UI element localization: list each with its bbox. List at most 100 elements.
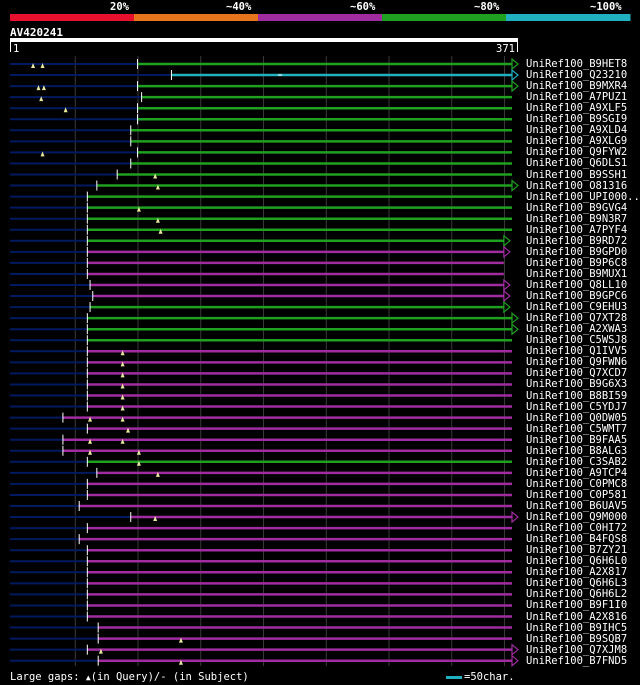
hit-label[interactable]: UniRef100_Q9M000 [526,511,628,524]
query-gap-marker [120,394,125,400]
hit-label[interactable]: UniRef100_C3SAB2 [526,455,628,468]
hit-label[interactable]: UniRef100_A2XWA3 [526,323,628,336]
hit-label[interactable]: UniRef100_B9MUX1 [526,267,628,280]
legend-scale: =50char. [446,671,515,683]
hit-label[interactable]: UniRef100_C0P581 [526,488,628,501]
hit-label[interactable]: UniRef100_B9P6C8 [526,256,628,269]
hit-arrow [511,179,519,192]
hit-label[interactable]: UniRef100_B8ALG3 [526,444,628,457]
hit-label[interactable]: UniRef100_A9XLD4 [526,124,628,137]
hit-label[interactable]: UniRef100_Q0DW05 [526,411,628,424]
query-ruler [10,38,518,42]
hit-label[interactable]: UniRef100_B9GPD0 [526,245,628,258]
hit-label[interactable]: UniRef100_B7ZY21 [526,544,628,557]
query-gap-marker [40,151,45,157]
hit-label[interactable]: UniRef100_B9F1I0 [526,599,628,612]
query-gap-marker [120,361,125,367]
legend-scale-swatch [446,675,462,679]
hit-label[interactable]: UniRef100_UPI000.. [526,190,640,203]
hit-label[interactable]: UniRef100_B9FAA5 [526,433,628,446]
hit-label[interactable]: UniRef100_Q6H6L2 [526,588,628,601]
hit-label[interactable]: UniRef100_B9SQB7 [526,632,628,645]
query-gap-marker [178,659,183,665]
query-gap-marker [155,217,160,223]
hit-label[interactable]: UniRef100_O81316 [526,179,628,192]
hit-label[interactable]: UniRef100_Q7XJM8 [526,643,628,656]
hit-label[interactable]: UniRef100_B9IHC5 [526,621,628,634]
hit-label[interactable]: UniRef100_Q9FYW2 [526,146,628,159]
hit-label[interactable]: UniRef100_A9TCP4 [526,466,628,479]
hit-label[interactable]: UniRef100_Q1IVV5 [526,345,628,358]
identity-scale-label: 20% [110,1,129,13]
legend-scale-text: =50char. [464,671,515,683]
query-gap-marker [41,85,46,91]
legend-prefix: Large gaps: [10,671,86,683]
hit-label[interactable]: UniRef100_A7PUZ1 [526,91,628,104]
identity-scale-segment [258,14,383,21]
query-gap-marker [158,228,163,234]
query-gap-marker [126,427,131,433]
hit-label[interactable]: UniRef100_B9N3R7 [526,212,628,225]
hit-label[interactable]: UniRef100_B6UAV5 [526,500,628,512]
identity-scale-label: ~60% [350,1,376,13]
hit-arrow [503,245,511,259]
hit-label[interactable]: UniRef100_C9EHU3 [526,301,628,314]
hit-label[interactable]: UniRef100_A9XLF5 [526,102,628,115]
hit-label[interactable]: UniRef100_Q23210 [526,69,628,82]
query-end: 371 [496,43,515,55]
hit-label[interactable]: UniRef100_Q7XCD7 [526,367,628,380]
hit-arrow [503,278,511,292]
hit-label[interactable]: UniRef100_A7PYF4 [526,223,628,236]
hit-label[interactable]: UniRef100_B9RD72 [526,234,628,247]
hit-label[interactable]: UniRef100_Q6H6L0 [526,555,628,568]
hit-label[interactable]: UniRef100_C0HI72 [526,522,628,535]
query-name: AV420241 [10,26,63,39]
query-gap-marker [40,63,45,68]
identity-scale-label: ~100% [590,1,622,13]
hit-label[interactable]: UniRef100_A9XLG9 [526,135,628,148]
identity-scale-segment [134,14,259,21]
query-gap-marker [155,184,160,190]
hit-label[interactable]: UniRef100_C0PMC8 [526,477,628,490]
hit-label[interactable]: UniRef100_B4FQS8 [526,533,628,546]
hit-arrow [511,79,519,93]
query-gap-marker [136,460,141,466]
hit-label[interactable]: UniRef100_B9SSH1 [526,168,628,181]
hit-label[interactable]: UniRef100_Q6H6L3 [526,577,628,590]
hit-label[interactable]: UniRef100_Q7XT28 [526,312,628,325]
hit-label[interactable]: UniRef100_C5YDJ7 [526,400,628,413]
hit-label[interactable]: UniRef100_B9SGI9 [526,113,628,126]
query-gap-marker [88,449,93,455]
hit-label[interactable]: UniRef100_B9G6X3 [526,378,628,391]
hit-arrow [511,322,519,336]
hit-label[interactable]: UniRef100_B9MXR4 [526,80,628,93]
hit-label[interactable]: UniRef100_Q6DLS1 [526,157,628,170]
hit-label[interactable]: UniRef100_Q8LL10 [526,279,628,291]
identity-scale-label: ~80% [474,1,500,13]
hit-arrow [511,68,519,82]
query-gap-marker [88,438,93,444]
hit-label[interactable]: UniRef100_B9GPC6 [526,290,628,303]
query-gap-marker [120,372,125,378]
query-start: 1 [13,43,20,55]
legend-query-glyph: ▲ [85,673,91,682]
hit-label[interactable]: UniRef100_C5WSJ8 [526,334,628,347]
hit-label[interactable]: UniRef100_B9GVG4 [526,201,628,214]
query-gap-marker [153,516,158,522]
query-gap-marker [39,96,44,102]
query-gap-marker [120,405,125,411]
hit-label[interactable]: UniRef100_Q9FWN6 [526,356,628,369]
identity-scale-label: ~40% [226,1,252,13]
hit-arrow [511,510,519,524]
hit-label[interactable]: UniRef100_A2X816 [526,610,628,623]
hit-label[interactable]: UniRef100_A2X817 [526,566,628,579]
identity-scale-segment [10,14,135,21]
legend-query-text: (in Query)/- (in Subject) [90,671,249,683]
hit-label[interactable]: UniRef100_B9HET8 [526,58,628,70]
hit-label[interactable]: UniRef100_B7FND5 [526,654,628,667]
hit-label[interactable]: UniRef100_C5WMT7 [526,422,628,435]
identity-scale-segment [382,14,507,21]
query-gap-marker [153,173,158,179]
hit-label[interactable]: UniRef100_B8BI59 [526,389,628,402]
